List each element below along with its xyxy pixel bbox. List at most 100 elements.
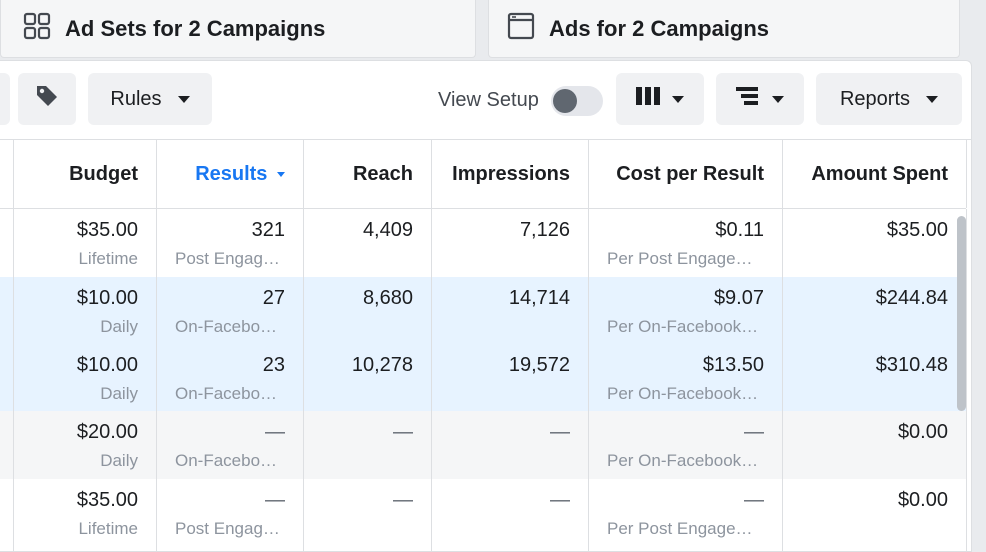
amount-spent-cell: $244.84 [783,277,967,344]
column-header-results[interactable]: Results [157,139,304,208]
budget-cell: $10.00 Daily [14,277,157,344]
budget-value: $10.00 [76,354,138,376]
budget-cell: $35.00 Lifetime [14,209,157,277]
chevron-down-icon [772,95,784,103]
reach-value: 8,680 [362,287,413,309]
row-clipped-cell [0,277,14,344]
result-type: On-Facebo… [175,451,278,470]
impressions-value: 7,126 [519,219,570,241]
cpr-value: — [744,489,764,511]
results-value: 321 [251,219,285,241]
table-row[interactable]: $35.00 Lifetime — Post Engag… — — — Per … [0,479,967,551]
reports-label: Reports [839,87,911,110]
results-value: 23 [262,354,285,376]
window-icon [507,12,535,45]
results-cell: — Post Engag… [157,479,304,551]
impressions-header-label: Impressions [452,163,570,185]
budget-type: Daily [100,451,138,470]
cpr-value: $13.50 [702,354,764,376]
row-clipped-cell [0,411,14,479]
cpr-type: Per On-Facebook… [607,317,759,336]
reach-value: 10,278 [351,354,413,376]
spent-value: $0.00 [897,489,948,511]
cpr-type: Per On-Facebook… [607,384,759,403]
amount-spent-cell: $35.00 [783,209,967,277]
budget-type: Daily [100,384,138,403]
cost-per-result-cell: $9.07 Per On-Facebook… [589,277,783,344]
column-header-budget[interactable]: Budget [14,139,157,208]
row-clipped-cell [0,209,14,277]
impressions-cell: 14,714 [432,277,589,344]
table-row[interactable]: $20.00 Daily — On-Facebo… — — — Per On-F… [0,411,967,479]
view-setup-label: View Setup [438,89,539,111]
budget-value: $35.00 [76,489,138,511]
reach-value: — [393,421,413,443]
budget-type: Lifetime [78,519,138,538]
result-type: Post Engag… [175,249,280,268]
impressions-value: 14,714 [508,287,570,309]
amount-spent-cell: $0.00 [783,479,967,551]
view-setup-toggle[interactable] [551,86,603,116]
table-row[interactable]: $35.00 Lifetime 321 Post Engag… 4,409 7,… [0,209,967,277]
toggle-knob [553,89,577,113]
row-clipped-cell [0,344,14,411]
table-row-selected[interactable]: $10.00 Daily 23 On-Facebo… 10,278 19,572… [0,344,967,411]
chevron-down-icon [177,95,190,103]
budget-cell: $10.00 Daily [14,344,157,411]
results-cell: — On-Facebo… [157,411,304,479]
tab-ad-sets[interactable]: Ad Sets for 2 Campaigns [0,0,476,58]
toolbar-clipped-button[interactable] [0,73,10,125]
cost-per-result-cell: $0.11 Per Post Engage… [589,209,783,277]
budget-type: Daily [100,317,138,336]
reports-button[interactable]: Reports [816,73,962,125]
results-cell: 321 Post Engag… [157,209,304,277]
column-header-amount-spent[interactable]: Amount Spent [783,139,967,208]
results-value: 27 [262,287,285,309]
ad-sets-panel: Rules View Setup [0,60,972,552]
budget-value: $20.00 [76,421,138,443]
sort-desc-icon [277,172,285,178]
tag-icon [34,83,60,115]
budget-cell: $35.00 Lifetime [14,479,157,551]
column-header-reach[interactable]: Reach [304,139,432,208]
tab-ads[interactable]: Ads for 2 Campaigns [488,0,960,58]
table-header: Budget Results Reach Impressions Cost pe… [0,139,967,209]
clipped-column-header [0,139,14,208]
cpr-type: Per Post Engage… [607,249,753,268]
chevron-down-icon [926,95,939,103]
results-value: — [265,489,285,511]
budget-type: Lifetime [78,249,138,268]
results-value: — [265,421,285,443]
cost-per-result-cell: — Per Post Engage… [589,479,783,551]
grid-icon [23,12,51,45]
column-header-cost-per-result[interactable]: Cost per Result [589,139,783,208]
result-type: Post Engag… [175,519,280,538]
budget-cell: $20.00 Daily [14,411,157,479]
breakdown-button[interactable] [716,73,804,125]
impressions-value: 19,572 [508,354,570,376]
columns-button[interactable] [616,73,704,125]
cost-per-result-cell: $13.50 Per On-Facebook… [589,344,783,411]
spent-value: $310.48 [875,354,948,376]
results-cell: 23 On-Facebo… [157,344,304,411]
cpr-type: Per On-Facebook… [607,451,759,470]
results-cell: 27 On-Facebo… [157,277,304,344]
reach-header-label: Reach [352,163,413,185]
spent-value: $0.00 [897,421,948,443]
budget-value: $35.00 [76,219,138,241]
reach-cell: 10,278 [304,344,432,411]
tag-button[interactable] [18,73,76,125]
reach-value: 4,409 [362,219,413,241]
impressions-cell: — [432,411,589,479]
impressions-cell: — [432,479,589,551]
row-clipped-cell [0,479,14,551]
impressions-value: — [550,489,570,511]
table-row-selected[interactable]: $10.00 Daily 27 On-Facebo… 8,680 14,714 … [0,277,967,344]
amount-spent-header-label: Amount Spent [811,163,948,185]
vertical-scrollbar[interactable] [957,216,966,411]
rules-button[interactable]: Rules [88,73,212,125]
impressions-value: — [550,421,570,443]
cpr-type: Per Post Engage… [607,519,753,538]
reach-cell: — [304,411,432,479]
column-header-impressions[interactable]: Impressions [432,139,589,208]
